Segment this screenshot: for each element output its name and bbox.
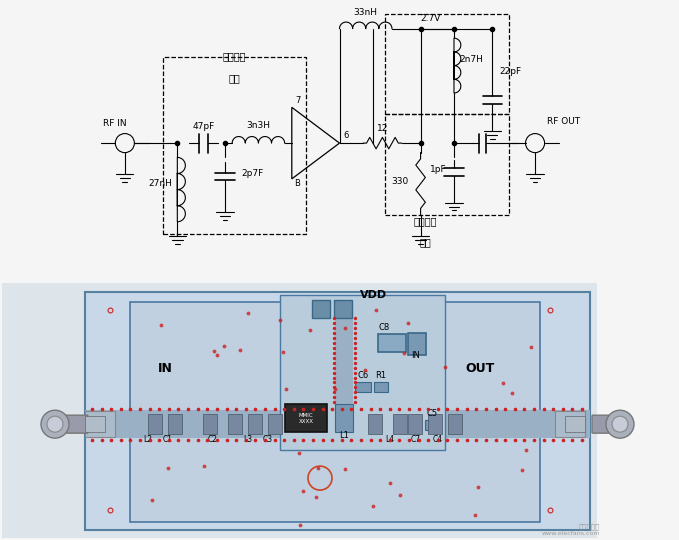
Circle shape xyxy=(606,410,634,438)
FancyBboxPatch shape xyxy=(280,295,445,450)
Text: 1pF: 1pF xyxy=(430,165,447,174)
FancyBboxPatch shape xyxy=(285,404,327,432)
FancyBboxPatch shape xyxy=(555,411,585,437)
FancyBboxPatch shape xyxy=(374,382,388,392)
Text: 网络: 网络 xyxy=(420,238,431,248)
FancyBboxPatch shape xyxy=(2,284,597,538)
FancyBboxPatch shape xyxy=(335,404,353,432)
FancyBboxPatch shape xyxy=(408,333,426,355)
FancyBboxPatch shape xyxy=(248,414,262,434)
Text: 网络: 网络 xyxy=(229,73,240,83)
Text: C1: C1 xyxy=(163,435,173,444)
Text: 33nH: 33nH xyxy=(354,8,378,17)
Circle shape xyxy=(41,410,69,438)
FancyBboxPatch shape xyxy=(130,302,540,522)
Text: OUT: OUT xyxy=(465,362,494,375)
Text: 330: 330 xyxy=(391,177,409,186)
FancyBboxPatch shape xyxy=(355,382,371,392)
Text: RF IN: RF IN xyxy=(103,119,127,129)
Text: C3: C3 xyxy=(263,435,273,444)
Text: B: B xyxy=(294,179,300,188)
Text: 3n3H: 3n3H xyxy=(246,121,270,130)
FancyBboxPatch shape xyxy=(85,411,115,437)
Text: 电子发烧友: 电子发烧友 xyxy=(579,523,600,530)
FancyBboxPatch shape xyxy=(565,416,585,432)
FancyBboxPatch shape xyxy=(425,420,439,430)
FancyBboxPatch shape xyxy=(168,414,182,434)
Text: C4: C4 xyxy=(433,435,443,444)
Text: 2n7H: 2n7H xyxy=(460,55,483,64)
FancyBboxPatch shape xyxy=(85,292,590,530)
FancyBboxPatch shape xyxy=(85,416,105,432)
Text: 2p7F: 2p7F xyxy=(242,170,264,179)
FancyBboxPatch shape xyxy=(408,414,422,434)
FancyBboxPatch shape xyxy=(148,414,162,434)
Text: 6: 6 xyxy=(344,131,349,140)
FancyBboxPatch shape xyxy=(312,300,330,319)
FancyBboxPatch shape xyxy=(335,310,353,410)
Text: IN: IN xyxy=(411,352,420,360)
Text: L2: L2 xyxy=(143,435,153,444)
Text: L1: L1 xyxy=(339,431,349,440)
Text: www.elecfans.com: www.elecfans.com xyxy=(541,531,600,536)
Circle shape xyxy=(612,416,628,432)
Text: 2.7V: 2.7V xyxy=(420,15,441,23)
FancyBboxPatch shape xyxy=(228,414,242,434)
Text: C6: C6 xyxy=(357,371,369,380)
Text: C8: C8 xyxy=(378,323,390,332)
Text: RF OUT: RF OUT xyxy=(547,117,580,126)
FancyBboxPatch shape xyxy=(393,414,407,434)
Text: C2: C2 xyxy=(208,435,218,444)
Text: 输出匹配: 输出匹配 xyxy=(414,216,437,226)
Text: C5: C5 xyxy=(426,409,437,418)
Text: 12: 12 xyxy=(377,124,388,133)
Text: 22pF: 22pF xyxy=(499,67,521,76)
Text: 47pF: 47pF xyxy=(192,122,215,131)
Text: L4: L4 xyxy=(386,435,394,444)
FancyBboxPatch shape xyxy=(448,414,462,434)
Text: MMIC
XXXX: MMIC XXXX xyxy=(299,413,314,423)
Text: 27nH: 27nH xyxy=(149,179,172,188)
Text: L3: L3 xyxy=(244,435,253,444)
Text: IN: IN xyxy=(158,362,172,375)
FancyBboxPatch shape xyxy=(378,334,406,352)
Circle shape xyxy=(47,416,63,432)
Text: 输入匹配: 输入匹配 xyxy=(223,52,246,62)
FancyBboxPatch shape xyxy=(85,410,590,438)
FancyBboxPatch shape xyxy=(54,415,88,433)
Text: VDD: VDD xyxy=(360,291,387,300)
Text: 7: 7 xyxy=(295,96,301,105)
FancyBboxPatch shape xyxy=(268,414,282,434)
FancyBboxPatch shape xyxy=(368,414,382,434)
FancyBboxPatch shape xyxy=(428,414,442,434)
Text: C7: C7 xyxy=(411,435,421,444)
FancyBboxPatch shape xyxy=(334,300,352,319)
FancyBboxPatch shape xyxy=(592,415,626,433)
Text: R1: R1 xyxy=(375,371,386,380)
FancyBboxPatch shape xyxy=(203,414,217,434)
